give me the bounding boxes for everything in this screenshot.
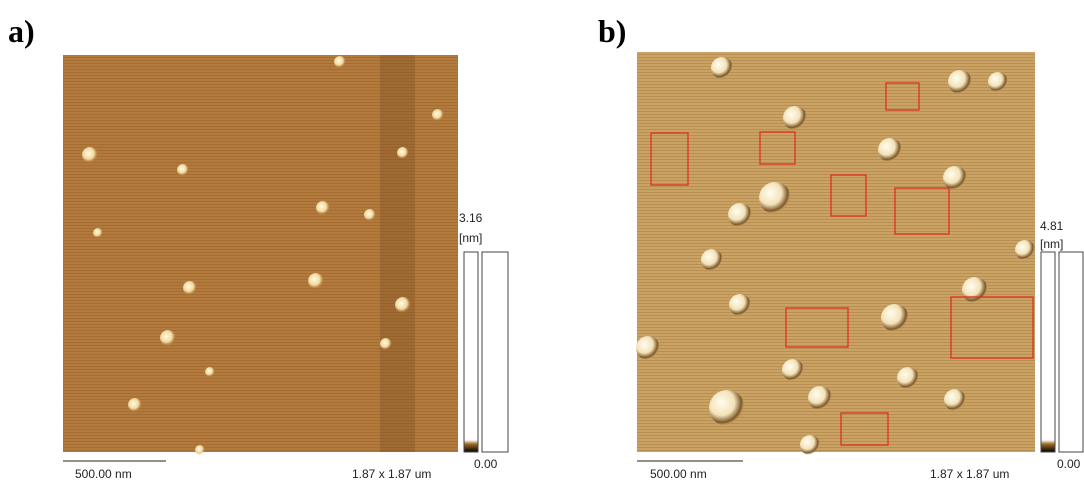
colorbar-min: 0.00 <box>1057 457 1081 471</box>
colorbar-min: 0.00 <box>474 457 498 471</box>
colorbar-unit: [nm] <box>459 231 482 245</box>
figure: a) 3.16 [nm] 0.00 500.00 nm 1.87 x 1.87 … <box>0 0 1084 481</box>
colorbar-max: 4.81 <box>1040 219 1064 233</box>
colorbar <box>464 252 478 452</box>
panel-label: b) <box>598 13 626 49</box>
scan-size: 1.87 x 1.87 um <box>352 467 431 481</box>
histogram <box>482 252 508 452</box>
colorbar-max: 3.16 <box>459 211 483 225</box>
afm-shade <box>380 55 415 452</box>
scan-size: 1.87 x 1.87 um <box>930 467 1009 481</box>
colorbar-unit: [nm] <box>1040 237 1063 251</box>
afm-image <box>637 52 1035 452</box>
scale-bar-label: 500.00 nm <box>75 467 132 481</box>
panel-a: a) 3.16 [nm] 0.00 500.00 nm 1.87 x 1.87 … <box>8 13 508 481</box>
panel-label: a) <box>8 13 35 49</box>
colorbar <box>1041 252 1055 452</box>
scale-bar-label: 500.00 nm <box>650 467 707 481</box>
panel-b: b) 4.81 [nm] 0.00 500.00 nm 1.87 x 1.87 … <box>598 13 1083 481</box>
histogram <box>1059 252 1083 452</box>
